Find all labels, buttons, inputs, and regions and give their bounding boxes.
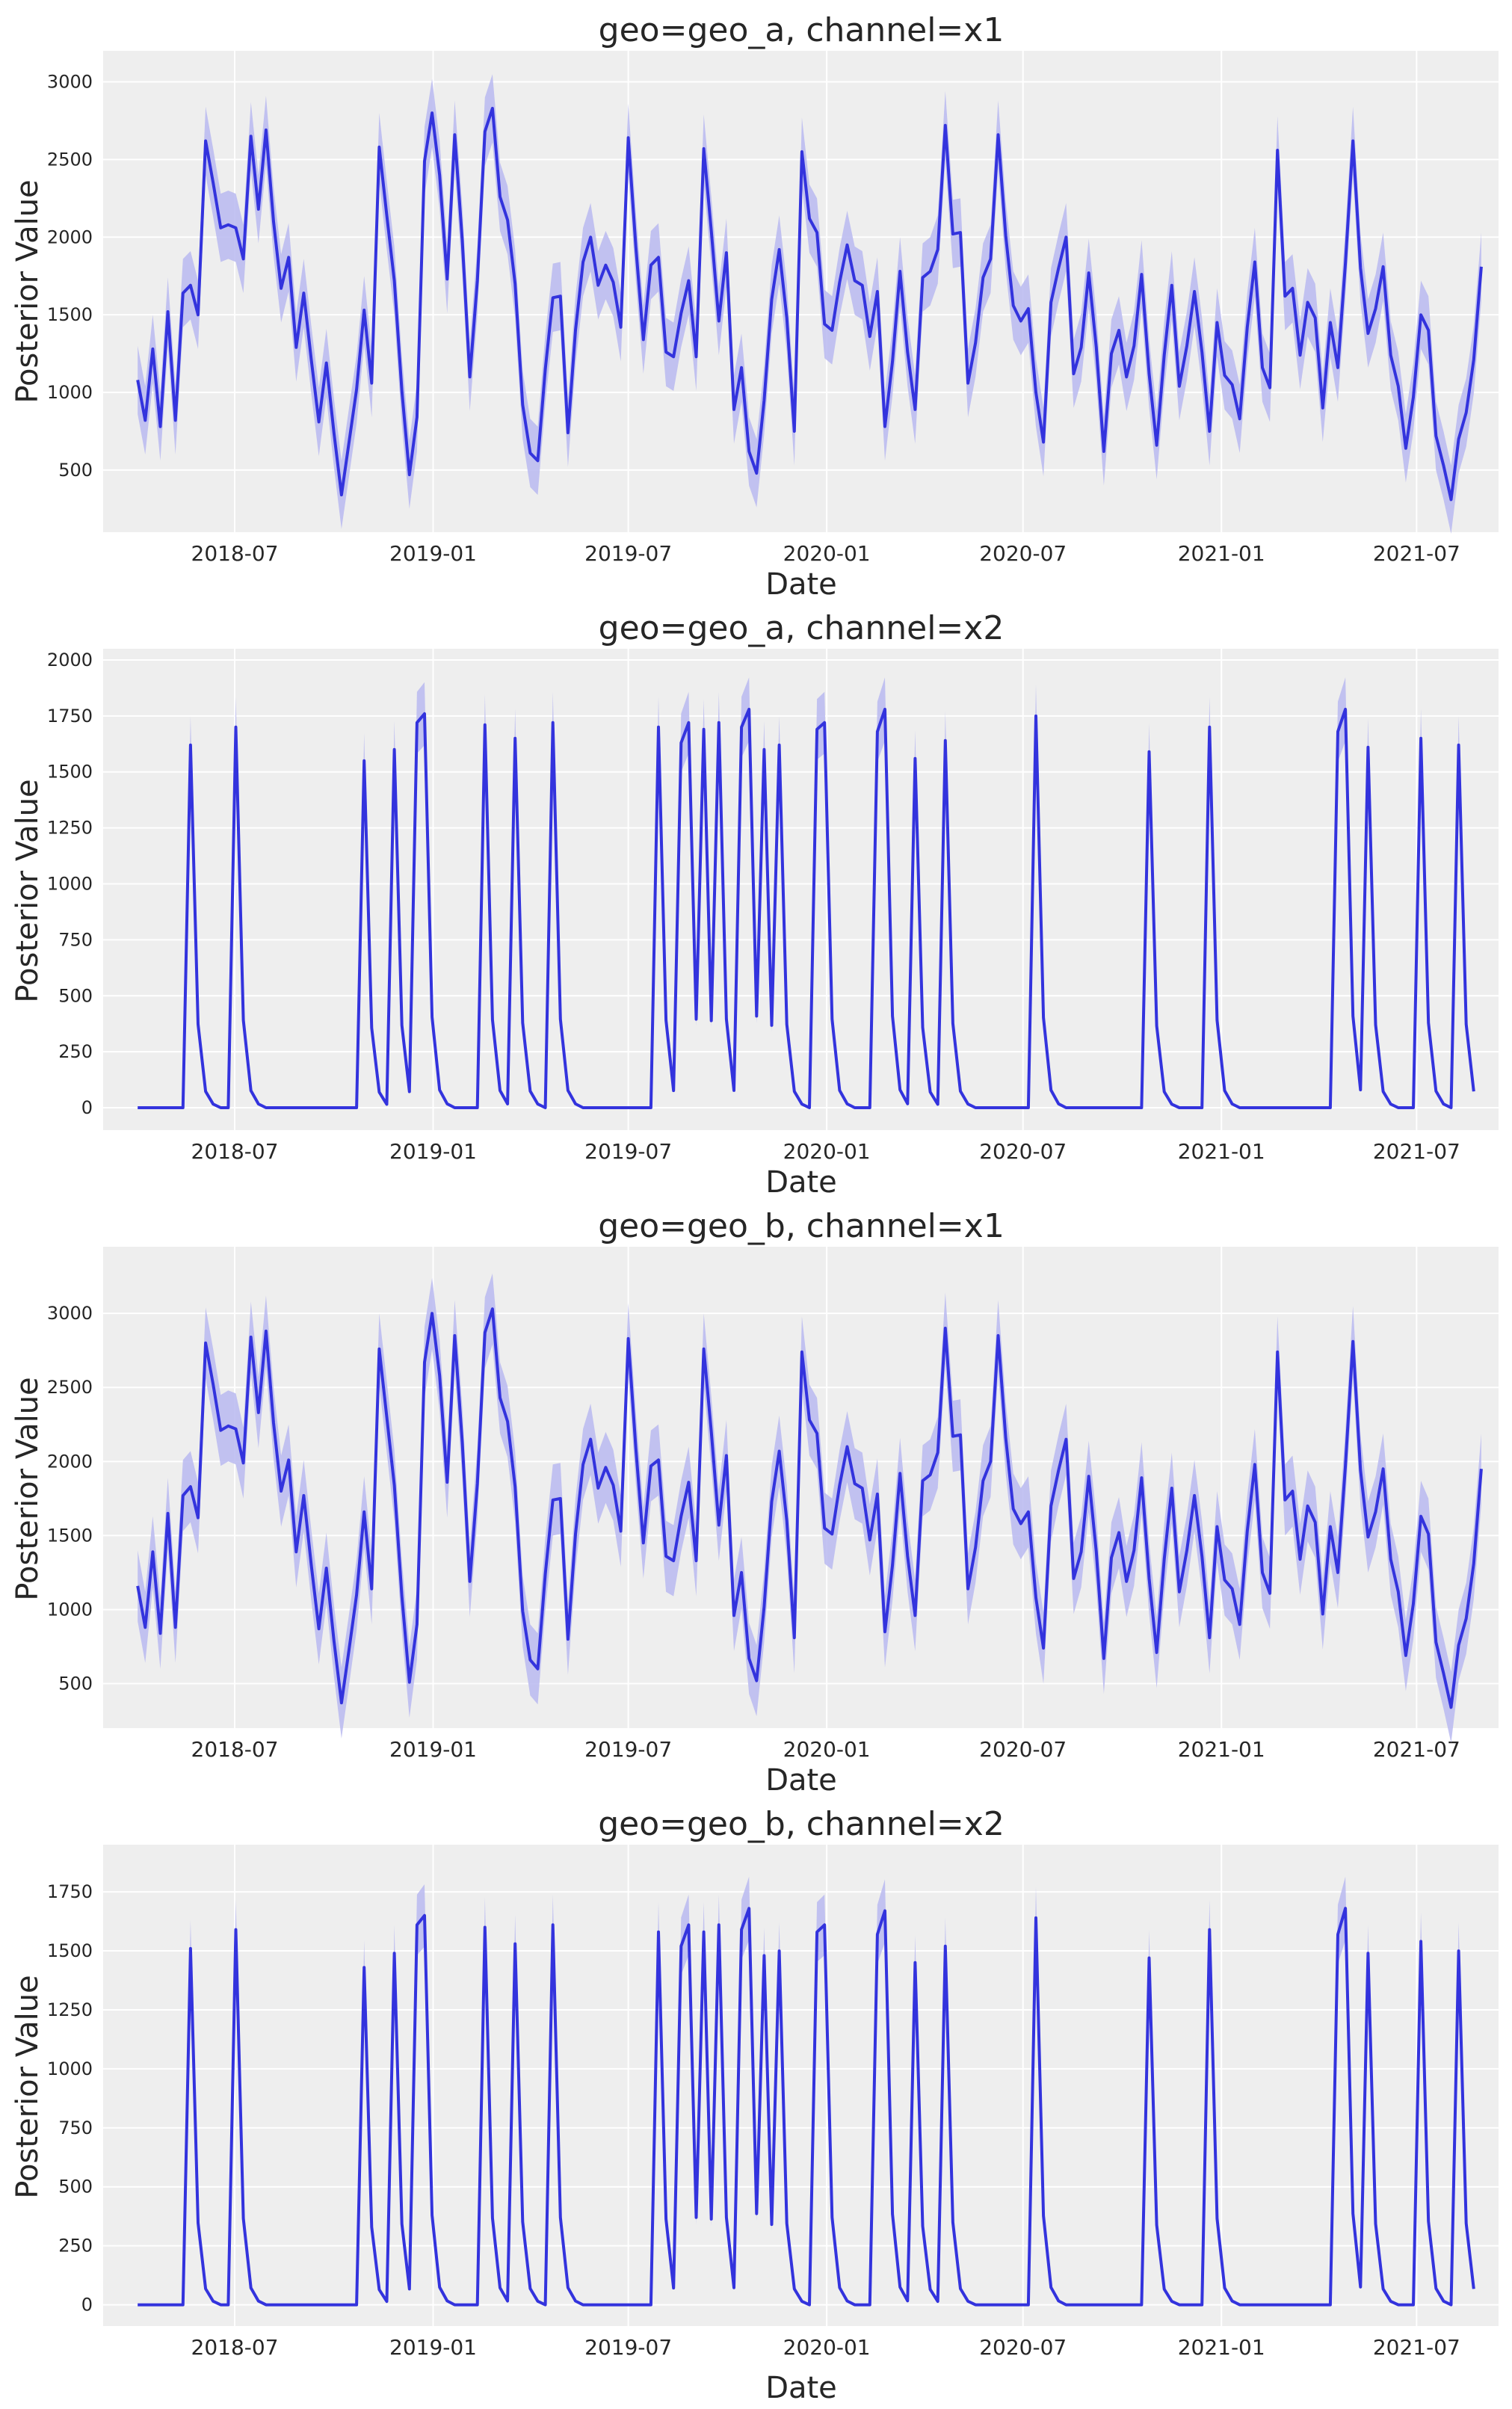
x-tick-label: 2021-07	[1373, 2335, 1460, 2360]
x-tick-label: 2019-01	[389, 541, 477, 566]
x-tick-label: 2019-01	[389, 1737, 477, 1762]
x-tick-label: 2018-07	[191, 1139, 279, 1164]
y-tick-label: 750	[58, 2117, 93, 2138]
y-tick-label: 2000	[47, 650, 93, 670]
chart-title: geo=geo_a, channel=x1	[599, 11, 1005, 49]
x-tick-label: 2019-07	[584, 2335, 672, 2360]
y-tick-label: 1000	[47, 2058, 93, 2079]
y-tick-label: 500	[58, 985, 93, 1006]
y-tick-label: 1000	[47, 382, 93, 403]
x-tick-label: 2020-01	[783, 2335, 871, 2360]
y-tick-label: 1500	[47, 762, 93, 783]
y-tick-label: 2500	[47, 1377, 93, 1398]
plot-area-3: 500 1000 1500 2000 2500 3000 2018-07 2019-01 201…	[47, 1247, 1499, 1762]
x-axis-label: Date	[765, 2371, 837, 2405]
x-tick-label: 2020-01	[783, 1139, 871, 1164]
x-tick-label: 2019-01	[389, 2335, 477, 2360]
y-tick-label: 750	[58, 929, 93, 950]
x-tick-label: 2020-07	[979, 2335, 1067, 2360]
y-tick-label: 500	[58, 1674, 93, 1694]
chart-title: geo=geo_a, channel=x2	[599, 609, 1005, 647]
chart-title: geo=geo_b, channel=x1	[598, 1207, 1005, 1245]
x-tick-label: 2021-01	[1178, 1737, 1265, 1762]
y-tick-label: 0	[81, 1097, 93, 1118]
x-tick-label: 2021-01	[1178, 1139, 1265, 1164]
y-tick-label: 3000	[47, 1303, 93, 1324]
posterior-mean-line	[136, 106, 1483, 502]
y-tick-label: 1250	[47, 1999, 93, 2020]
plot-background	[103, 1845, 1499, 2326]
y-tick-label: 250	[58, 1041, 93, 1062]
plot-area-4: 0 250 500 750 1000 1250 1500 1750 2018-07 2019-01…	[47, 1845, 1499, 2360]
y-axis-label: Posterior Value	[10, 779, 45, 1002]
y-tick-label: 3000	[47, 72, 93, 93]
x-tick-label: 2020-01	[783, 1737, 871, 1762]
x-axis-label: Date	[765, 1763, 837, 1798]
plot-area-2: 0 250 500 750 1000 1250 1500 1750 2000 2018-07 201…	[47, 649, 1499, 1164]
x-tick-label: 2021-07	[1373, 541, 1460, 566]
x-tick-label: 2021-07	[1373, 1737, 1460, 1762]
x-tick-label: 2020-07	[979, 541, 1067, 566]
x-axis-label: Date	[765, 567, 837, 602]
subplot-2: geo=geo_a, channel=x2 Posterior Value Da…	[10, 609, 1004, 1200]
posterior-mean-line	[136, 1307, 1483, 1709]
x-tick-label: 2019-07	[584, 1139, 672, 1164]
y-tick-label: 250	[58, 2236, 93, 2257]
y-tick-label: 1500	[47, 304, 93, 325]
y-tick-label: 1500	[47, 1525, 93, 1546]
plot-background	[103, 649, 1499, 1130]
x-tick-label: 2019-07	[584, 1737, 672, 1762]
y-tick-label: 500	[58, 460, 93, 481]
y-tick-label: 500	[58, 2177, 93, 2197]
subplot-4: geo=geo_b, channel=x2 Posterior Value Da…	[10, 1805, 1005, 2405]
y-tick-label: 0	[81, 2295, 93, 2316]
x-tick-label: 2021-07	[1373, 1139, 1460, 1164]
x-tick-label: 2019-01	[389, 1139, 477, 1164]
y-axis-label: Posterior Value	[10, 179, 45, 403]
chart-title: geo=geo_b, channel=x2	[598, 1805, 1005, 1843]
x-tick-label: 2020-07	[979, 1737, 1067, 1762]
y-tick-label: 1750	[47, 706, 93, 727]
y-axis-label: Posterior Value	[10, 1377, 45, 1600]
posterior-mean-line	[138, 707, 1475, 1109]
y-tick-label: 2500	[47, 149, 93, 170]
x-tick-label: 2021-01	[1178, 2335, 1265, 2360]
y-axis-label: Posterior Value	[10, 1975, 45, 2198]
y-tick-label: 1250	[47, 818, 93, 839]
subplot-1: geo=geo_a, channel=x1 Posterior Value Da…	[10, 11, 1004, 602]
y-tick-label: 2000	[47, 226, 93, 247]
posterior-mean-line	[138, 1907, 1475, 2307]
y-tick-label: 2000	[47, 1451, 93, 1472]
subplot-3: geo=geo_b, channel=x1 Posterior Value Da…	[10, 1207, 1005, 1798]
plot-area-1: 500 1000 1500 2000 2500 3000 2018-07 2019-01 201…	[47, 51, 1499, 566]
x-tick-label: 2021-01	[1178, 541, 1265, 566]
x-axis-label: Date	[765, 1165, 837, 1200]
y-tick-label: 1000	[47, 1599, 93, 1620]
y-tick-label: 1000	[47, 874, 93, 895]
x-tick-label: 2018-07	[191, 541, 279, 566]
x-tick-label: 2020-07	[979, 1139, 1067, 1164]
x-tick-label: 2019-07	[584, 541, 672, 566]
y-tick-label: 1750	[47, 1881, 93, 1902]
x-tick-label: 2018-07	[191, 2335, 279, 2360]
x-tick-label: 2018-07	[191, 1737, 279, 1762]
x-tick-label: 2020-01	[783, 541, 871, 566]
y-tick-label: 1500	[47, 1940, 93, 1961]
